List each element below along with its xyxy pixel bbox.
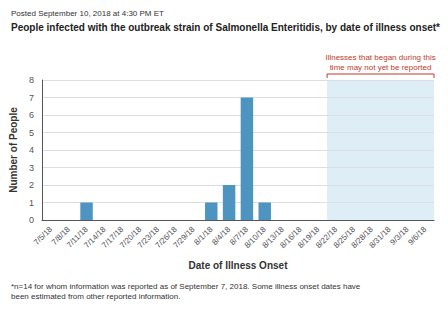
svg-text:3: 3 [29,163,34,173]
svg-text:7/8/18: 7/8/18 [49,224,72,247]
svg-text:2: 2 [29,180,34,190]
svg-text:9/3/18: 9/3/18 [388,224,410,246]
svg-text:7/26/18: 7/26/18 [153,224,179,250]
svg-text:9/6/18: 9/6/18 [406,224,428,246]
svg-text:7/29/18: 7/29/18 [171,224,197,250]
svg-text:8/10/18: 8/10/18 [242,224,268,250]
svg-text:8/28/18: 8/28/18 [349,224,375,250]
svg-text:*n=14 for whom information was: *n=14 for whom information was reported … [11,282,363,291]
svg-text:8/13/18: 8/13/18 [260,224,286,250]
svg-text:Posted September 10, 2018 at 4: Posted September 10, 2018 at 4:30 PM ET [11,9,164,18]
svg-text:8: 8 [29,75,34,85]
svg-text:Illnesses that began during th: Illnesses that began during this [325,53,435,62]
svg-text:7/17/18: 7/17/18 [100,224,126,250]
svg-text:Number of People: Number of People [8,107,19,193]
svg-text:7: 7 [29,93,34,103]
svg-text:8/4/18: 8/4/18 [210,224,232,246]
svg-text:8/1/18: 8/1/18 [192,224,214,246]
svg-text:8/25/18: 8/25/18 [331,224,357,250]
svg-text:8/31/18: 8/31/18 [367,224,393,250]
svg-text:5: 5 [29,128,34,138]
svg-text:People infected with the outbr: People infected with the outbreak strain… [11,22,440,33]
svg-text:7/14/18: 7/14/18 [82,224,108,250]
svg-text:Date of Illness Onset: Date of Illness Onset [189,260,289,271]
svg-text:4: 4 [29,145,34,155]
svg-text:8/22/18: 8/22/18 [314,224,340,250]
svg-text:8/19/18: 8/19/18 [296,224,322,250]
svg-text:8/16/18: 8/16/18 [278,224,304,250]
svg-text:8/7/18: 8/7/18 [228,224,251,247]
svg-text:7/20/18: 7/20/18 [118,224,144,250]
svg-text:7/11/18: 7/11/18 [64,224,90,250]
svg-text:7/5/18: 7/5/18 [32,224,54,246]
svg-text:0: 0 [29,215,34,225]
svg-text:been estimated from other repo: been estimated from other reported infor… [11,292,180,301]
svg-text:7/23/18: 7/23/18 [135,224,161,250]
svg-text:time may not yet be reported: time may not yet be reported [330,63,432,72]
svg-text:1: 1 [29,198,34,208]
svg-text:6: 6 [29,110,34,120]
